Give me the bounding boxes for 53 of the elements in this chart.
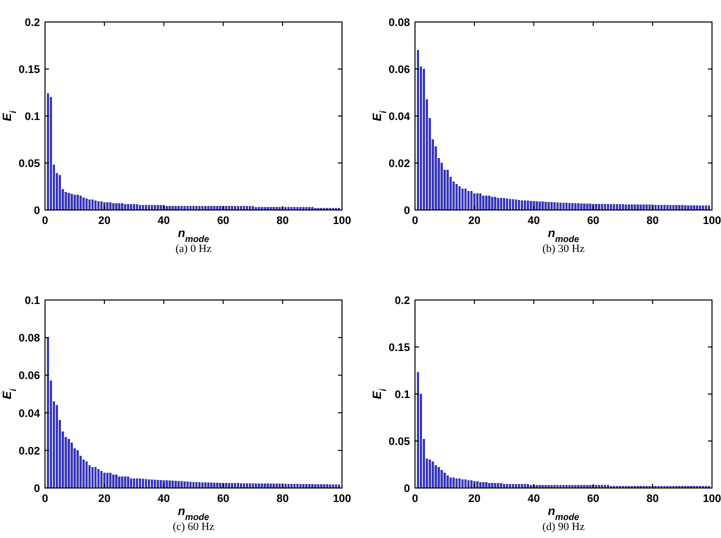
- y-tick-label: 0.02: [388, 158, 410, 170]
- x-tick-label: 0: [42, 215, 48, 227]
- y-tick-label: 0.15: [18, 64, 40, 76]
- x-tick-label: 0: [412, 215, 418, 227]
- x-tick-label: 60: [217, 215, 230, 227]
- text: (c) 60 Hz: [172, 521, 214, 533]
- x-axis-title: n$_{mode}$: [178, 504, 210, 522]
- y-tick-label: 0.2: [394, 295, 410, 307]
- y-tick-label: 0.06: [18, 370, 40, 382]
- x-tick-label: 40: [158, 215, 170, 227]
- x-tick-label: 100: [332, 493, 352, 505]
- y-tick-label: 0.06: [388, 64, 410, 76]
- y-tick-label: 0.04: [388, 111, 411, 123]
- x-tick-label: 80: [276, 493, 289, 505]
- x-tick-label: 80: [276, 215, 289, 227]
- x-tick-label: 20: [98, 215, 111, 227]
- x-tick-label: 100: [332, 215, 352, 227]
- x-axis-title: n$_{mode}$: [178, 226, 210, 244]
- x-axis-title: n$_{mode}$: [548, 504, 580, 522]
- y-tick-label: 0.1: [24, 295, 40, 307]
- x-tick-label: 100: [702, 493, 721, 505]
- y-tick-label: 0.1: [394, 389, 410, 401]
- text: (b) 30 Hz: [542, 243, 585, 255]
- x-tick-label: 20: [468, 493, 481, 505]
- x-axis-title: n$_{mode}$: [548, 226, 580, 244]
- y-tick-label: 0.15: [388, 342, 410, 354]
- y-tick-label: 0.04: [18, 408, 41, 420]
- y-tick-label: 0: [404, 205, 410, 217]
- y-tick-label: 0.08: [18, 332, 40, 345]
- x-tick-label: 40: [158, 493, 170, 505]
- y-tick-label: 0.1: [24, 111, 40, 123]
- text: (a) 0 Hz: [175, 243, 212, 255]
- x-tick-label: 0: [412, 493, 418, 505]
- x-tick-label: 20: [468, 215, 481, 227]
- x-tick-label: 60: [587, 215, 600, 227]
- x-tick-label: 80: [646, 493, 659, 505]
- y-tick-label: 0.05: [388, 436, 410, 448]
- y-tick-label: 0.05: [18, 158, 40, 170]
- x-tick-label: 20: [98, 493, 111, 505]
- y-tick-label: 0: [34, 483, 40, 495]
- x-tick-label: 80: [646, 215, 659, 227]
- x-tick-label: 0: [42, 493, 48, 505]
- x-tick-label: 100: [702, 215, 721, 227]
- y-tick-label: 0: [404, 483, 410, 495]
- y-tick-label: 0.02: [18, 445, 40, 458]
- x-tick-label: 60: [587, 493, 600, 505]
- x-tick-label: 60: [217, 493, 230, 505]
- y-tick-label: 0.08: [388, 17, 410, 29]
- y-tick-label: 0: [34, 205, 40, 217]
- x-tick-label: 40: [528, 493, 540, 505]
- text: (d) 90 Hz: [542, 521, 585, 533]
- x-tick-label: 40: [528, 215, 540, 227]
- y-tick-label: 0.2: [24, 17, 40, 29]
